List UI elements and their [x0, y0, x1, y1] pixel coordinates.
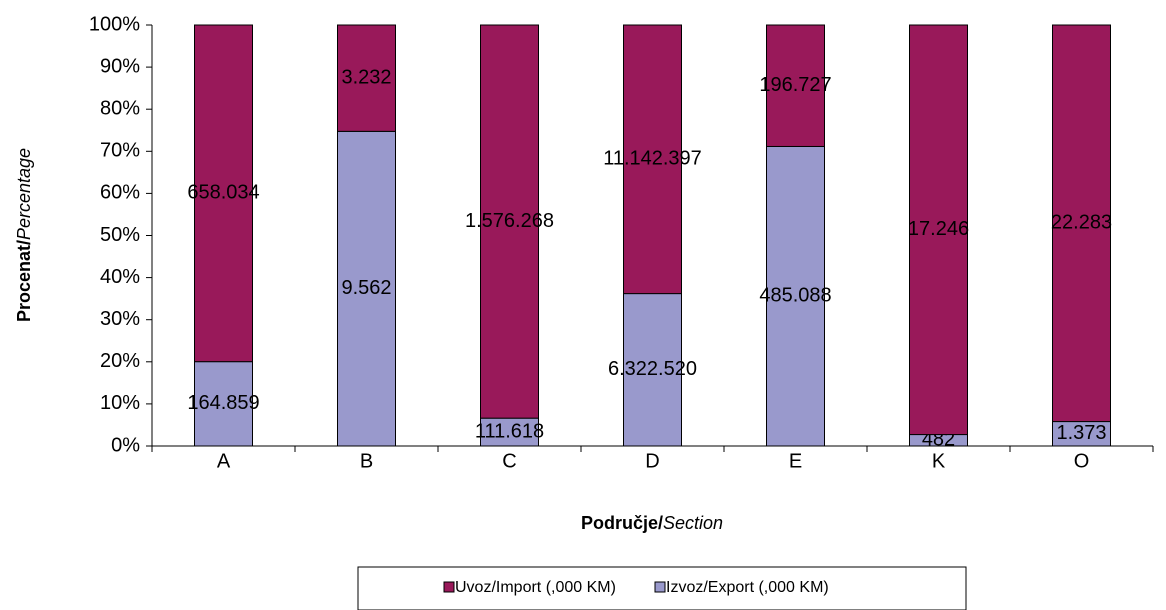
y-tick-label: 0%: [111, 434, 140, 456]
x-axis-label: Područje/Section: [581, 513, 723, 533]
bar-segment: [1052, 421, 1111, 447]
bar-segment: [766, 145, 825, 447]
y-tick-label: 60%: [100, 182, 140, 204]
y-tick-label: 100%: [89, 13, 140, 35]
legend-label: Izvoz/Export (,000 KM): [666, 579, 829, 596]
legend-label: Uvoz/Import (,000 KM): [455, 579, 616, 596]
data-label: 9.562: [341, 277, 391, 299]
x-tick-label: A: [217, 450, 231, 472]
y-tick-label: 20%: [100, 350, 140, 372]
bar-segment: [1052, 24, 1111, 423]
data-label: 11.142.397: [603, 148, 702, 170]
data-label: 1.576.268: [465, 210, 554, 232]
bar-segment: [194, 24, 253, 363]
data-label: 111.618: [475, 420, 544, 442]
x-tick-label: D: [645, 450, 659, 472]
x-tick-label: K: [932, 450, 946, 472]
data-label: 6.322.520: [608, 358, 697, 380]
y-tick-label: 30%: [100, 308, 140, 330]
bar-segment: [623, 24, 682, 295]
bar-segment: [337, 130, 396, 447]
legend-swatch: [654, 581, 666, 593]
data-label: 22.283: [1051, 212, 1112, 234]
data-label: 17.246: [908, 218, 969, 240]
data-label: 485.088: [759, 285, 831, 307]
y-axis-label-bold: Procenat/: [14, 240, 34, 322]
bar-segment: [337, 24, 396, 132]
x-tick-label: C: [502, 450, 516, 472]
y-tick-label: 40%: [100, 266, 140, 288]
bar-segment: [480, 417, 539, 447]
data-label: 3.232: [341, 66, 391, 88]
x-tick-label: O: [1074, 450, 1090, 472]
data-label: 196.727: [759, 74, 831, 96]
data-label: 1.373: [1056, 422, 1106, 444]
bar-segment: [623, 293, 682, 447]
data-label: 658.034: [187, 182, 259, 204]
bar-segment: [480, 24, 539, 419]
legend-swatch: [443, 581, 455, 593]
x-tick-label: B: [360, 450, 373, 472]
x-axis-label-bold: Područje/: [581, 513, 663, 533]
x-axis-label-italic: Section: [663, 513, 723, 533]
y-tick-label: 70%: [100, 140, 140, 162]
data-label: 164.859: [187, 392, 259, 414]
bar-segment: [766, 24, 825, 147]
bar-segment: [909, 24, 968, 436]
x-tick-label: E: [789, 450, 802, 472]
y-axis-label-italic: Percentage: [14, 148, 34, 240]
y-tick-label: 10%: [100, 392, 140, 414]
y-axis-label: Procenat/Percentage: [14, 148, 34, 322]
y-tick-label: 50%: [100, 224, 140, 246]
y-tick-label: 90%: [100, 55, 140, 77]
y-tick-label: 80%: [100, 97, 140, 119]
